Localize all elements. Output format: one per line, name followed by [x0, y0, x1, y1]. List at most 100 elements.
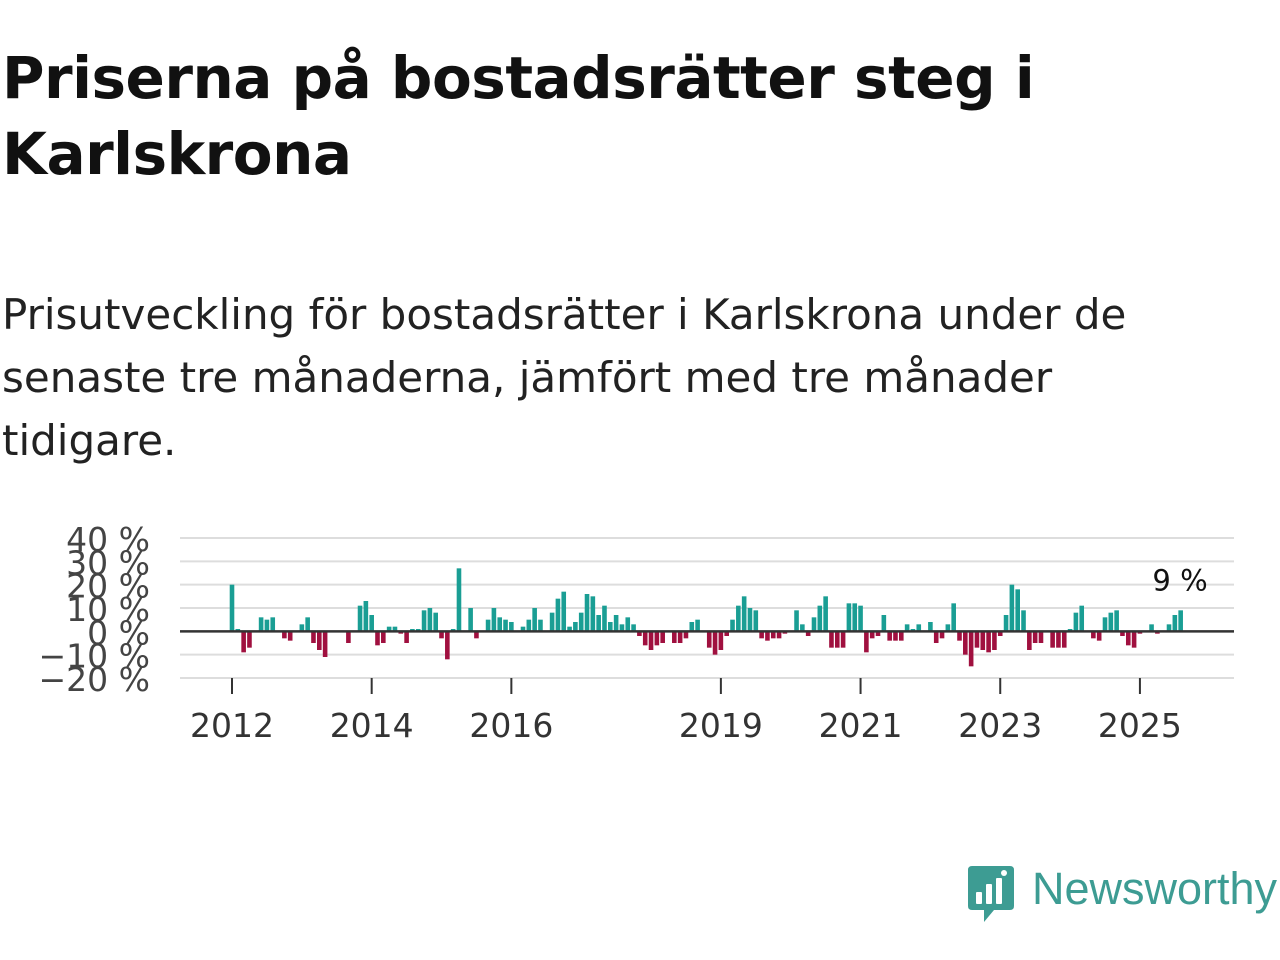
bar — [241, 631, 246, 653]
gridlines — [180, 537, 1234, 679]
bar — [823, 596, 828, 632]
y-tick-label: 30 % — [66, 543, 150, 582]
bar — [270, 617, 276, 632]
bar — [631, 624, 636, 632]
brand-name: Newsworthy — [1032, 863, 1278, 914]
bar — [404, 631, 409, 643]
bar — [590, 596, 596, 632]
bar — [1131, 631, 1137, 648]
bar — [986, 631, 991, 653]
last-value-label: 9 % — [1152, 563, 1207, 597]
bar — [765, 631, 770, 641]
x-axis: 2012 2014 2016 2019 2021 2023 2025 — [190, 678, 1182, 745]
bar — [578, 612, 584, 632]
bar — [532, 608, 537, 632]
chart-title: Priserna på bostadsrätter steg i Karlskr… — [2, 44, 1035, 188]
bar — [1102, 617, 1108, 632]
bar — [363, 601, 369, 632]
bar — [311, 631, 316, 643]
bar — [421, 610, 427, 632]
y-tick-label: −20 % — [39, 660, 151, 699]
bar — [951, 603, 956, 632]
bar — [660, 631, 665, 643]
bar — [904, 624, 910, 632]
bar — [1172, 615, 1178, 632]
bar — [357, 605, 363, 632]
bar — [375, 631, 380, 646]
bar — [1178, 610, 1183, 632]
bar — [555, 598, 561, 632]
bar — [933, 631, 939, 643]
bar — [369, 615, 374, 632]
bar — [625, 617, 631, 632]
bar — [677, 631, 683, 643]
bar — [439, 631, 444, 639]
y-tick-label: −10 % — [39, 637, 151, 676]
bar — [264, 619, 270, 632]
bar — [672, 631, 677, 643]
bar — [1091, 631, 1096, 639]
x-tick-label: 2023 — [958, 706, 1042, 745]
bar — [683, 631, 689, 639]
bar — [485, 619, 491, 632]
bar — [893, 631, 898, 641]
bar — [811, 617, 817, 632]
y-tick-label: 20 % — [66, 567, 150, 606]
bar — [846, 603, 852, 632]
bar — [392, 626, 398, 632]
bar — [282, 631, 287, 639]
bar — [800, 624, 805, 632]
bar — [229, 584, 235, 632]
bar — [1149, 624, 1154, 632]
bar — [1038, 631, 1044, 643]
bar — [608, 622, 613, 632]
bar — [491, 608, 497, 632]
bar — [724, 631, 729, 636]
bar — [1114, 610, 1119, 632]
bar — [759, 631, 764, 639]
bar — [654, 631, 660, 646]
bar — [1050, 631, 1055, 648]
bar — [712, 631, 718, 655]
bar — [1120, 631, 1125, 636]
bar — [497, 617, 503, 632]
bar-chart: 40 %30 %20 %10 %0 %−10 %−20 % 2012 2014 20… — [39, 520, 1234, 745]
bar — [602, 605, 607, 632]
bar — [1073, 612, 1079, 632]
x-tick-label: 2014 — [330, 706, 414, 745]
bar — [509, 622, 514, 632]
bar — [730, 619, 735, 632]
bar — [596, 615, 601, 632]
bar — [526, 619, 532, 632]
bar — [322, 631, 328, 657]
bar — [433, 612, 438, 632]
bar — [945, 624, 951, 632]
bar — [456, 568, 462, 632]
bar — [770, 631, 776, 639]
x-tick-label: 2025 — [1098, 706, 1182, 745]
bar — [573, 622, 578, 632]
bar — [1027, 631, 1032, 650]
bar — [968, 631, 974, 667]
newsworthy-logo-icon — [968, 866, 1014, 922]
bar — [689, 622, 695, 632]
bar — [776, 631, 782, 639]
bar — [741, 596, 747, 632]
bar — [520, 626, 526, 632]
bar — [317, 631, 322, 650]
bar — [805, 631, 811, 636]
bar — [695, 619, 700, 632]
bar — [642, 631, 648, 646]
bar — [875, 631, 881, 636]
bar — [817, 605, 823, 632]
bar — [1125, 631, 1131, 646]
bar — [538, 619, 543, 632]
x-tick-label: 2019 — [679, 706, 763, 745]
bar — [427, 608, 433, 632]
bar — [718, 631, 724, 650]
bar — [346, 631, 351, 643]
x-tick-label: 2016 — [469, 706, 553, 745]
bar — [887, 631, 892, 641]
bar — [829, 631, 834, 648]
bar — [1056, 631, 1061, 648]
